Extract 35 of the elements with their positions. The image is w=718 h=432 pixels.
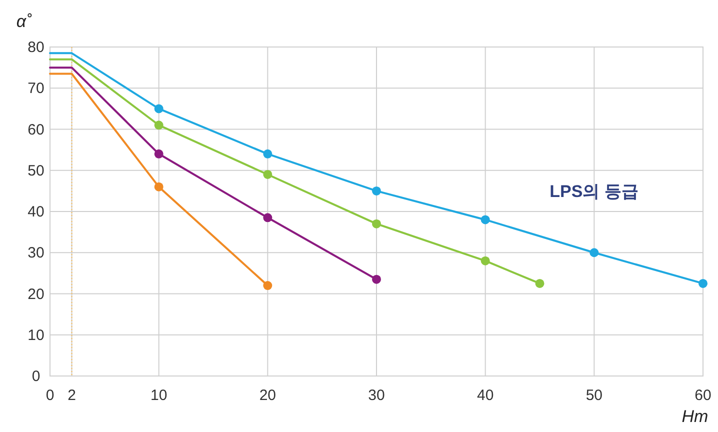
y-tick-label: 40 <box>28 204 44 220</box>
point <box>698 278 708 288</box>
y-tick-label: 70 <box>28 80 44 98</box>
point <box>263 281 272 290</box>
annotation: LPS의 등급 <box>550 182 638 201</box>
y-tick-label: 20 <box>28 286 44 303</box>
x-tick-label: 30 <box>368 387 385 404</box>
y-tick-label: 30 <box>28 244 44 262</box>
y-tick-label: 60 <box>28 121 44 138</box>
x-tick-label: 50 <box>586 387 603 404</box>
point <box>154 182 164 192</box>
y-tick-label: 50 <box>28 162 44 180</box>
x-tick-label: 40 <box>476 387 494 404</box>
point <box>154 120 164 130</box>
point <box>372 219 381 228</box>
y-axis-title: α˚ <box>16 12 32 31</box>
point <box>535 278 544 288</box>
y-tick-label: 10 <box>28 326 44 344</box>
x-axis-title: Hm <box>682 407 708 426</box>
point <box>480 256 490 266</box>
point <box>480 215 490 224</box>
point <box>372 274 381 284</box>
point <box>154 104 164 114</box>
x-tick-label: 2 <box>68 387 76 404</box>
point <box>263 213 272 222</box>
x-tick-label: 60 <box>694 387 712 404</box>
point <box>590 248 599 258</box>
point <box>263 149 272 158</box>
point <box>154 149 164 158</box>
point <box>372 186 381 196</box>
point <box>263 170 272 179</box>
y-tick-label: 0 <box>32 368 40 385</box>
y-tick-label: 80 <box>28 39 44 56</box>
x-tick-label: 20 <box>259 387 276 404</box>
x-tick-label: 10 <box>150 387 168 404</box>
